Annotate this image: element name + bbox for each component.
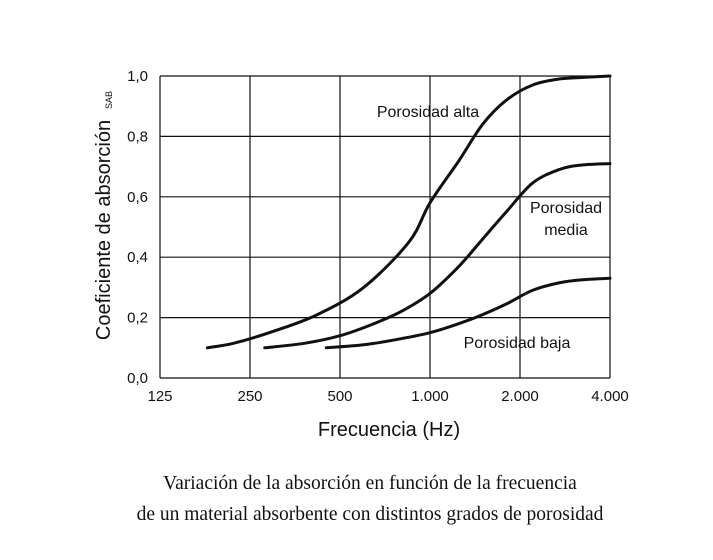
y-axis-subscript: SAB (104, 91, 114, 109)
series-label-porosidad-baja-0: Porosidad baja (464, 335, 571, 352)
y-tick-label-2: 0,4 (127, 249, 148, 266)
y-axis-title: Coeficiente de absorción (93, 120, 115, 340)
caption-line-1: Variación de la absorción en función de … (163, 473, 577, 494)
absorption-chart: 125 250 500 1.000 2.000 4.000 0,0 0,2 0,4 0,6 0,8 1… (93, 68, 629, 441)
series-label-porosidad-alta-0: Porosidad alta (377, 104, 479, 121)
y-tick-label-1: 0,2 (127, 310, 148, 327)
y-tick-label-4: 0,8 (127, 128, 148, 145)
x-axis-title: Frecuencia (Hz) (318, 419, 460, 441)
x-tick-label-5: 4.000 (591, 388, 629, 405)
y-tick-label-3: 0,6 (127, 189, 148, 206)
x-tick-label-2: 500 (327, 388, 352, 405)
series-line-porosidad-alta (205, 74, 612, 350)
x-tick-label-3: 1.000 (411, 388, 449, 405)
chart-grid (159, 75, 611, 379)
figure-caption: Variación de la absorción en función de … (40, 468, 700, 530)
y-tick-label-5: 1,0 (127, 68, 148, 85)
x-tick-label-0: 125 (147, 388, 172, 405)
y-tick-label-0: 0,0 (127, 370, 148, 387)
series-line-porosidad-baja (324, 276, 612, 350)
series-label-porosidad-media-1: media (544, 222, 588, 239)
x-tick-label-1: 250 (237, 388, 262, 405)
chart-tick-labels: 125 250 500 1.000 2.000 4.000 0,0 0,2 0,4 0,6 0,8 1… (127, 68, 629, 405)
series-line-porosidad-media (263, 162, 612, 350)
chart-series-labels: Porosidad alta Porosidad media Porosidad ba… (377, 104, 602, 352)
series-label-porosidad-media-0: Porosidad (530, 200, 602, 217)
chart-curves (205, 74, 612, 350)
x-tick-label-4: 2.000 (501, 388, 539, 405)
caption-line-2: de un material absorbente con distintos … (136, 504, 604, 525)
